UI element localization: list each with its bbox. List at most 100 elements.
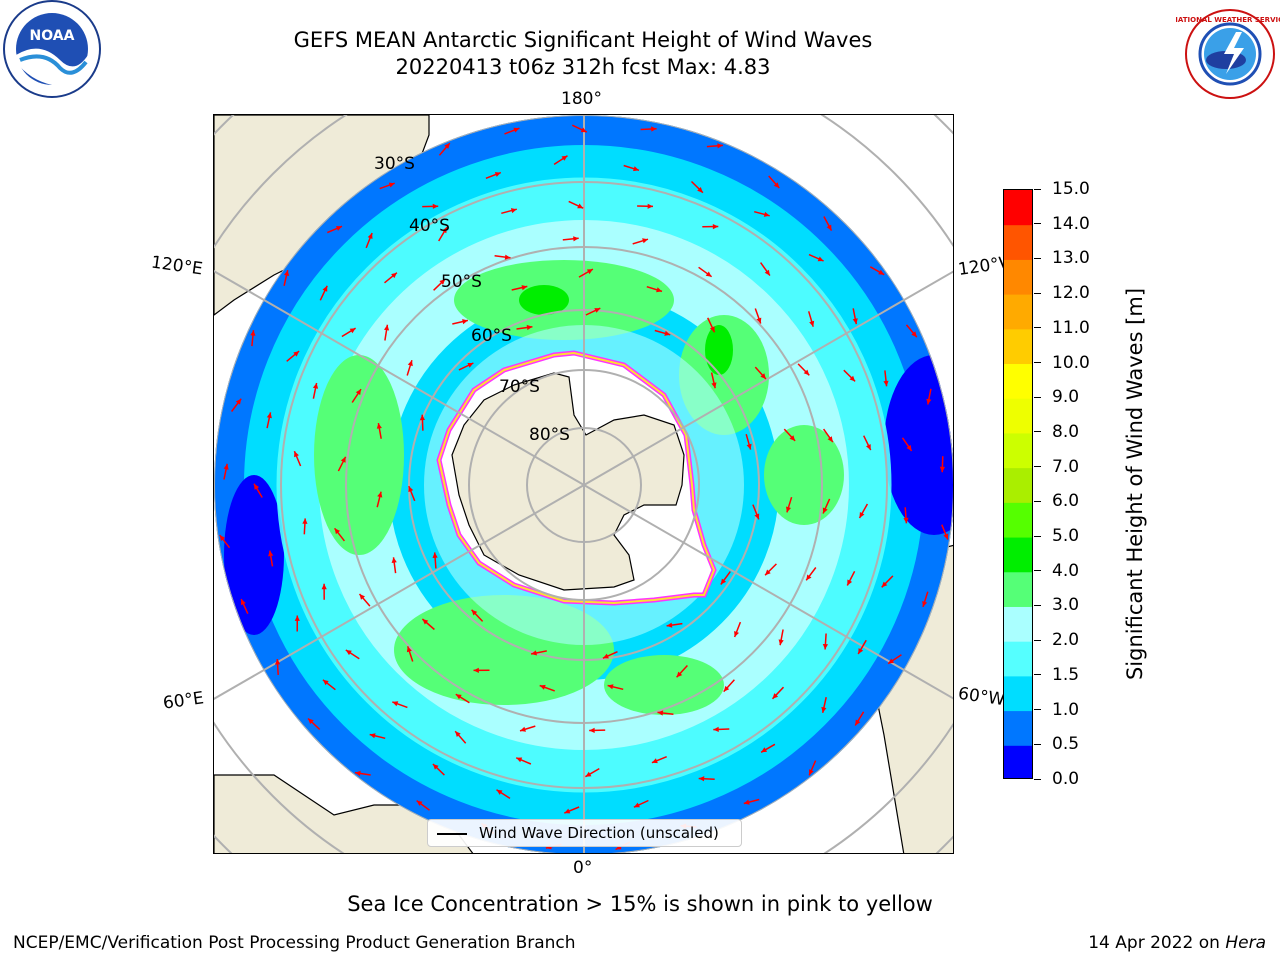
wind-arrow-head	[821, 706, 827, 713]
lon-label-120e: 120°E	[149, 252, 204, 280]
wind-arrow-head	[676, 671, 683, 678]
wind-arrow-head	[607, 684, 614, 690]
colorbar-label: Significant Height of Wind Waves [m]	[1123, 287, 1147, 681]
colorbar-swatch	[1004, 190, 1032, 226]
colorbar-swatch	[1004, 537, 1032, 573]
chart-subtitle: 20220413 t06z 312h fcst Max: 4.83	[395, 55, 771, 79]
colorbar-tick-label: 3.0	[1052, 595, 1080, 616]
wind-arrow-head	[789, 435, 796, 441]
wind-arrow-head	[651, 126, 657, 132]
wind-arrow-head	[806, 574, 812, 581]
wind-arrow-head	[883, 380, 889, 387]
wind-arrow-head	[275, 659, 281, 665]
colorbar-tick-label: 0.0	[1052, 769, 1080, 789]
wind-arrow-head	[444, 143, 450, 149]
wind-arrow-head	[355, 389, 361, 395]
wind-arrow-head	[496, 789, 503, 795]
colorbar-swatch	[1004, 259, 1032, 295]
wind-arrow-head	[764, 269, 770, 276]
wind-arrow-head	[903, 517, 909, 524]
wind-arrow-head	[241, 599, 246, 606]
colorbar-tick	[1034, 674, 1041, 676]
wind-arrow-head	[354, 770, 361, 776]
wind-arrow-head	[340, 456, 346, 463]
wind-arrow-head	[743, 799, 750, 805]
wind-arrow-head	[377, 491, 383, 498]
legend-line-sample	[437, 833, 467, 835]
wind-arrow-head	[564, 808, 571, 814]
wind-arrow-head	[392, 701, 399, 707]
wind-arrow-head	[711, 382, 717, 389]
colorbar-tick-label: 4.0	[1052, 560, 1080, 581]
wind-arrow-head	[615, 844, 622, 850]
map-panel: 30°S 40°S 50°S 60°S 70°S 80°S Wind Wave Direc…	[213, 114, 954, 854]
wind-arrow-head	[308, 718, 314, 725]
wind-arrow-head	[322, 679, 329, 686]
wind-arrow-head	[709, 326, 715, 333]
wind-arrow-head	[822, 507, 828, 514]
wind-arrow-head	[809, 769, 814, 776]
wind-arrow-head	[756, 317, 762, 324]
lowest-wave-patch-west	[224, 475, 284, 635]
colorbar-tick-label: 12.0	[1052, 283, 1090, 304]
wind-arrow-head	[734, 631, 739, 637]
wind-arrow-head	[858, 648, 864, 654]
wind-arrow-head	[561, 155, 568, 161]
colorbar-tick-label: 6.0	[1052, 491, 1080, 512]
wind-arrow-head	[754, 513, 760, 520]
wind-arrow-head	[408, 486, 414, 493]
wind-arrow-head	[577, 203, 584, 209]
colorbar-tick-label: 0.5	[1052, 734, 1080, 755]
graticule	[214, 115, 953, 853]
wind-arrow-head	[826, 224, 832, 231]
wind-arrow-head	[763, 211, 770, 217]
wind-arrow-head	[717, 143, 723, 149]
colorbar-swatch	[1004, 467, 1032, 503]
wind-arrow-head	[376, 423, 382, 429]
wind-arrow-head	[416, 800, 423, 806]
wind-arrow-head	[322, 285, 328, 292]
lat-label: 70°S	[499, 377, 540, 397]
wind-arrow-head	[822, 644, 828, 650]
wind-arrow-head	[432, 764, 439, 770]
colorbar-swatches	[1004, 190, 1032, 778]
wind-arrow-head	[866, 444, 871, 451]
colorbar-tick-label: 8.0	[1052, 421, 1080, 442]
nws-logo-text: NATIONAL WEATHER SERVICE	[1176, 16, 1280, 24]
wind-arrow-head	[250, 330, 256, 336]
wind-arrow-head	[939, 466, 945, 473]
wind-arrow-head	[697, 187, 703, 193]
wind-arrow-head	[284, 270, 290, 276]
wind-arrow-head	[388, 182, 395, 188]
wind-arrow-head	[817, 256, 824, 262]
wind-arrow-head	[531, 650, 537, 656]
wind-arrow-head	[359, 594, 365, 600]
lat-label: 30°S	[374, 154, 415, 174]
noaa-logo-text: NOAA	[30, 28, 75, 44]
wind-wave-direction-arrows	[219, 124, 949, 851]
colorbar-tick	[1034, 257, 1041, 259]
date-text: 14 Apr 2022 on	[1088, 933, 1226, 953]
wind-arrow-head	[432, 552, 438, 558]
wind-arrow-head	[586, 269, 593, 275]
wind-arrow-head	[720, 578, 727, 585]
lat-label: 80°S	[529, 425, 570, 445]
wind-arrow-head	[391, 557, 397, 563]
map-legend: Wind Wave Direction (unscaled)	[427, 819, 742, 847]
latitude-labels: 30°S 40°S 50°S 60°S 70°S 80°S	[374, 154, 570, 445]
wind-arrow-head	[656, 287, 662, 293]
chart-title: GEFS MEAN Antarctic Significant Height o…	[293, 28, 873, 52]
colorbar-swatch	[1004, 606, 1032, 642]
wind-arrow-head	[406, 646, 412, 653]
wind-arrow-head	[573, 236, 579, 242]
wind-arrow-head	[471, 609, 478, 616]
sea-ice-note: Sea Ice Concentration > 15% is shown in …	[347, 892, 933, 916]
colorbar-swatch	[1004, 641, 1032, 677]
wind-arrow-head	[746, 443, 752, 450]
wind-arrow-head	[467, 363, 474, 368]
wind-arrow-head	[761, 747, 768, 753]
wind-arrow-head	[266, 412, 272, 419]
colorbar-tick	[1034, 223, 1041, 225]
wind-arrow-head	[539, 684, 546, 690]
wind-arrow-head	[664, 330, 671, 336]
